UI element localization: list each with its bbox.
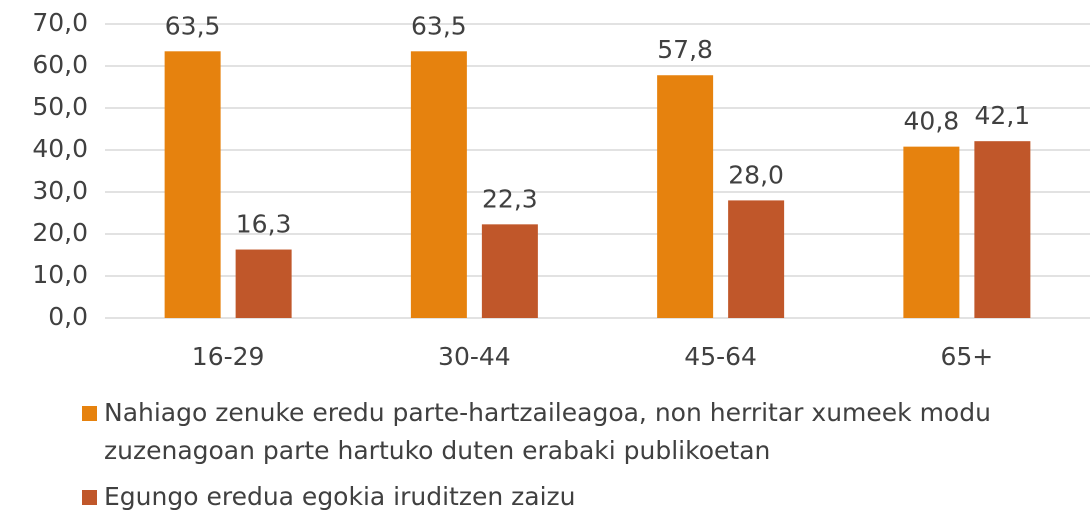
- chart: 0,0 10,0 20,0 30,0 40,0 50,0 60,0 70,0 16-29 63,5…: [32, 8, 1090, 371]
- legend-swatch: [82, 490, 97, 505]
- bar: [481, 224, 538, 318]
- y-tick-label: 70,0: [32, 8, 88, 37]
- bar: [903, 146, 960, 318]
- y-tick-label: 60,0: [32, 50, 88, 79]
- data-label: 40,8: [904, 107, 960, 136]
- legend: Nahiago zenuke eredu parte-hartzaileagoa…: [82, 394, 1072, 524]
- y-tick-label: 0,0: [48, 302, 88, 331]
- data-label: 22,3: [482, 184, 538, 213]
- bar: [657, 75, 714, 319]
- data-label: 63,5: [165, 11, 221, 40]
- legend-swatch: [82, 406, 97, 421]
- y-tick-label: 30,0: [32, 176, 88, 205]
- bar: [410, 51, 467, 319]
- x-tick-label: 30-44: [438, 342, 511, 371]
- legend-label: Nahiago zenuke eredu parte-hartzaileagoa…: [104, 398, 991, 465]
- data-label: 42,1: [975, 101, 1031, 130]
- bar: [164, 51, 221, 319]
- bar: [235, 249, 292, 318]
- legend-item: Egungo eredua egokia iruditzen zaizu: [82, 478, 1072, 516]
- x-tick-label: 65+: [940, 342, 993, 371]
- data-label: 57,8: [657, 35, 713, 64]
- y-tick-label: 20,0: [32, 218, 88, 247]
- legend-label: Egungo eredua egokia iruditzen zaizu: [104, 482, 576, 511]
- x-tick-label: 45-64: [684, 342, 757, 371]
- legend-item: Nahiago zenuke eredu parte-hartzaileagoa…: [82, 394, 1072, 470]
- bar: [728, 200, 785, 318]
- x-tick-label: 16-29: [192, 342, 265, 371]
- y-tick-label: 10,0: [32, 260, 88, 289]
- y-tick-label: 40,0: [32, 134, 88, 163]
- y-tick-label: 50,0: [32, 92, 88, 121]
- data-label: 63,5: [411, 11, 467, 40]
- bar: [974, 141, 1031, 318]
- data-label: 16,3: [236, 210, 292, 239]
- data-label: 28,0: [728, 160, 784, 189]
